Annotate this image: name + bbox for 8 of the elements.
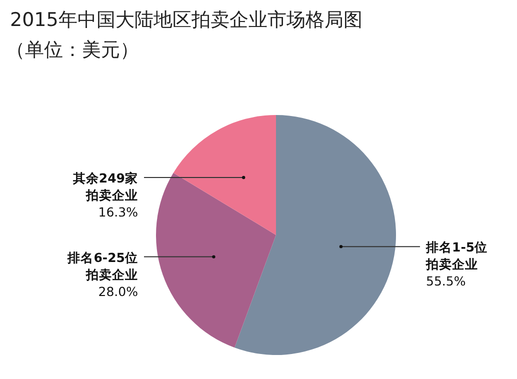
data-label: 16.3% (98, 204, 138, 220)
slice-label: 其余249家拍卖企业 (72, 170, 138, 202)
chart-subtitle: （单位：美元） (6, 39, 139, 61)
data-label: 28.0% (98, 284, 138, 299)
slice-label: 排名6-25位拍卖企业 (66, 250, 138, 282)
chart-title: 2015年中国大陆地区拍卖企业市场格局图 (10, 9, 362, 31)
data-label: 55.5% (426, 274, 466, 289)
slice-label: 排名1-5位拍卖企业 (425, 240, 488, 272)
